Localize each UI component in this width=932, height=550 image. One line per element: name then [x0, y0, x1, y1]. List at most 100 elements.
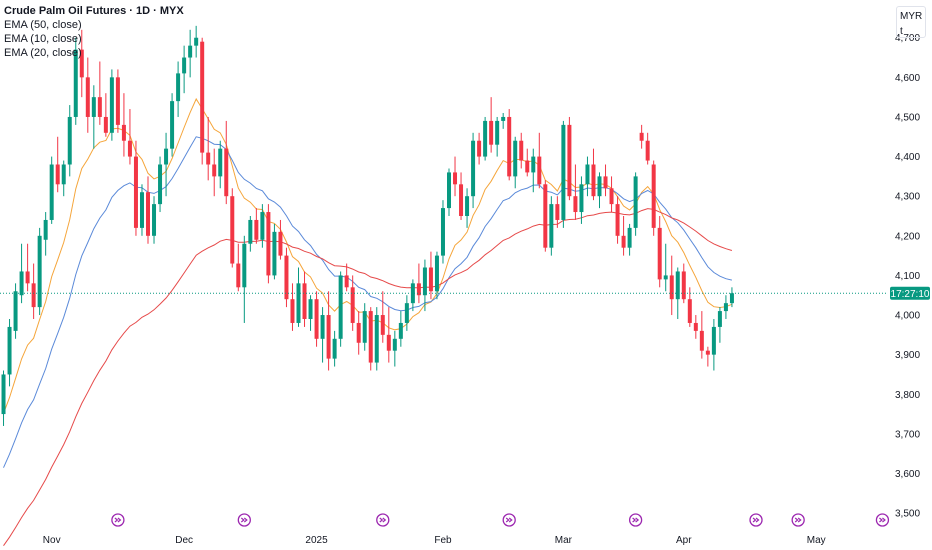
candle: [543, 180, 548, 252]
y-tick-label: 4,100: [895, 271, 920, 282]
candle: [483, 116, 488, 161]
candle: [19, 243, 24, 304]
candle: [266, 204, 271, 284]
event-marker-icon[interactable]: [749, 513, 763, 527]
candle: [127, 109, 132, 165]
candle: [133, 140, 138, 236]
x-tick-label: May: [807, 535, 826, 546]
legend-ema20[interactable]: EMA (20, close): [4, 47, 82, 59]
candle: [73, 37, 78, 125]
candle: [356, 311, 361, 355]
y-tick-label: 3,800: [895, 390, 920, 401]
candles: [1, 25, 734, 426]
candle: [296, 267, 301, 327]
y-tick-label: 4,200: [895, 231, 920, 242]
y-tick-label: 4,600: [895, 73, 920, 84]
candle: [633, 172, 638, 236]
candle: [350, 275, 355, 331]
ema-line: [3, 136, 733, 468]
candle: [495, 116, 500, 157]
legend-ema10[interactable]: EMA (10, close): [4, 33, 82, 45]
candle: [410, 279, 415, 312]
candle: [398, 311, 403, 347]
candle: [314, 291, 319, 347]
legend-ema50[interactable]: EMA (50, close): [4, 19, 82, 31]
candle: [447, 168, 451, 216]
event-marker-icon[interactable]: [875, 513, 890, 527]
candle: [525, 148, 530, 177]
event-marker-icon[interactable]: [237, 513, 251, 527]
y-tick-label: 3,900: [895, 350, 920, 361]
candle: [537, 132, 542, 189]
candle: [61, 160, 66, 197]
candle: [428, 251, 433, 300]
event-marker-icon[interactable]: [111, 513, 125, 527]
candle: [717, 307, 722, 343]
candle: [615, 196, 620, 244]
event-marker-icon[interactable]: [628, 513, 643, 527]
candle: [7, 319, 12, 387]
candle: [31, 263, 36, 319]
candle: [513, 136, 518, 189]
ema-line: [3, 97, 733, 414]
candle: [711, 319, 716, 371]
candle: [146, 176, 150, 244]
candle: [79, 29, 84, 98]
candle: [392, 330, 397, 367]
event-marker-icon[interactable]: [502, 513, 516, 527]
candle: [278, 219, 283, 260]
candle: [663, 243, 668, 292]
legend-title: Crude Palm Oil Futures · 1D · MYX: [4, 5, 184, 17]
candle: [260, 204, 265, 248]
candle: [693, 315, 698, 339]
candle: [332, 330, 337, 367]
candle: [465, 188, 470, 228]
candle: [609, 176, 614, 213]
y-axis: 3,500 3,600 3,700 3,800 3,900 4,000 4,100 4,200…: [895, 33, 920, 519]
candle: [97, 61, 102, 125]
candle: [621, 216, 626, 256]
y-tick-label: 4,700: [895, 33, 920, 44]
event-marker-icon[interactable]: [376, 513, 390, 527]
candle: [597, 172, 602, 209]
candle: [152, 196, 157, 244]
currency-selector[interactable]: MYR t: [896, 6, 926, 38]
candle: [477, 132, 482, 165]
candle: [579, 176, 584, 224]
candle: [591, 148, 596, 201]
y-tick-label: 4,400: [895, 152, 920, 163]
candle: [176, 61, 181, 117]
candle: [344, 263, 349, 292]
candle: [302, 271, 307, 327]
candle: [85, 57, 90, 133]
x-tick-label: Dec: [175, 535, 193, 546]
candle: [362, 303, 367, 351]
y-tick-label: 3,500: [895, 509, 920, 520]
candle: [170, 93, 175, 157]
candle: [639, 124, 644, 149]
candle: [440, 200, 445, 264]
candle: [699, 311, 704, 359]
x-tick-label: Apr: [676, 535, 692, 546]
y-tick-label: 4,000: [895, 311, 920, 322]
candle: [206, 116, 211, 181]
candle: [272, 223, 277, 280]
candle: [386, 307, 391, 363]
candle: [212, 148, 217, 197]
candle: [687, 287, 692, 327]
candle: [308, 295, 313, 331]
candle: [729, 287, 734, 308]
candle: [531, 148, 536, 193]
candle: [681, 263, 686, 304]
candle: [669, 255, 674, 316]
candle: [290, 283, 295, 331]
candle: [158, 156, 163, 213]
event-marker-icon[interactable]: [791, 513, 805, 527]
candle: [49, 156, 54, 224]
candle: [368, 307, 373, 371]
last-price-tag-bg: [890, 286, 930, 300]
candle: [519, 132, 524, 169]
x-tick-label: Mar: [555, 535, 573, 546]
candle: [67, 105, 72, 177]
